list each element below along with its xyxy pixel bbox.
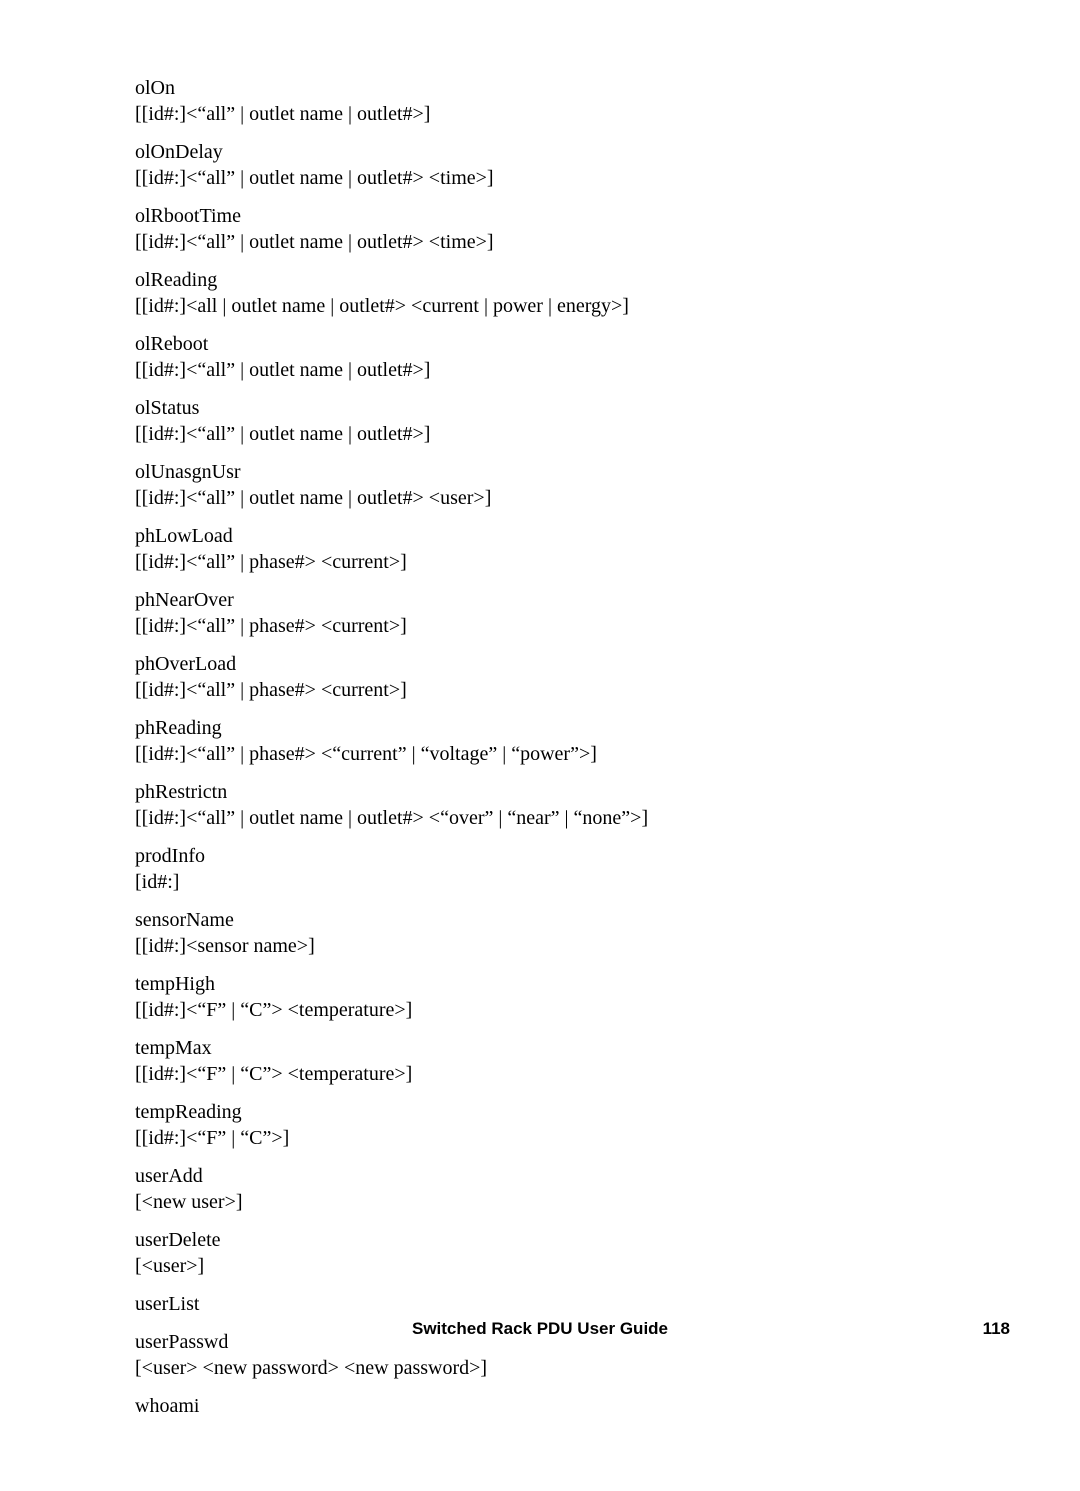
command-syntax: [[id#:]<“all” | outlet name | outlet#> <… <box>135 485 950 511</box>
command-block: olOnDelay[[id#:]<“all” | outlet name | o… <box>135 139 950 191</box>
command-syntax: [[id#:]<sensor name>] <box>135 933 950 959</box>
command-syntax: [[id#:]<“all” | phase#> <“current” | “vo… <box>135 741 950 767</box>
command-block: olStatus[[id#:]<“all” | outlet name | ou… <box>135 395 950 447</box>
command-block: olOn[[id#:]<“all” | outlet name | outlet… <box>135 75 950 127</box>
command-name: olOnDelay <box>135 139 950 165</box>
command-name: phLowLoad <box>135 523 950 549</box>
command-block: olReboot[[id#:]<“all” | outlet name | ou… <box>135 331 950 383</box>
command-syntax: [[id#:]<“all” | outlet name | outlet#>] <box>135 357 950 383</box>
command-name: olOn <box>135 75 950 101</box>
command-syntax: [[id#:]<“all” | outlet name | outlet#> <… <box>135 229 950 255</box>
command-syntax: [[id#:]<all | outlet name | outlet#> <cu… <box>135 293 950 319</box>
command-syntax: [<user>] <box>135 1253 950 1279</box>
command-syntax: [[id#:]<“all” | phase#> <current>] <box>135 549 950 575</box>
command-syntax: [[id#:]<“all” | outlet name | outlet#> <… <box>135 165 950 191</box>
command-name: sensorName <box>135 907 950 933</box>
command-name: tempReading <box>135 1099 950 1125</box>
command-name: olReading <box>135 267 950 293</box>
command-name: olUnasgnUsr <box>135 459 950 485</box>
command-block: phReading[[id#:]<“all” | phase#> <“curre… <box>135 715 950 767</box>
command-block: userDelete[<user>] <box>135 1227 950 1279</box>
command-block: phOverLoad[[id#:]<“all” | phase#> <curre… <box>135 651 950 703</box>
command-name: prodInfo <box>135 843 950 869</box>
command-list: olOn[[id#:]<“all” | outlet name | outlet… <box>135 75 950 1419</box>
command-block: olRbootTime[[id#:]<“all” | outlet name |… <box>135 203 950 255</box>
command-syntax: [[id#:]<“F” | “C”>] <box>135 1125 950 1151</box>
command-name: phNearOver <box>135 587 950 613</box>
command-name: olStatus <box>135 395 950 421</box>
command-block: phRestrictn[[id#:]<“all” | outlet name |… <box>135 779 950 831</box>
command-block: sensorName[[id#:]<sensor name>] <box>135 907 950 959</box>
page-number: 118 <box>983 1319 1010 1339</box>
command-name: phReading <box>135 715 950 741</box>
command-block: olUnasgnUsr[[id#:]<“all” | outlet name |… <box>135 459 950 511</box>
command-name: tempMax <box>135 1035 950 1061</box>
command-syntax: [<new user>] <box>135 1189 950 1215</box>
command-syntax: [id#:] <box>135 869 950 895</box>
footer-title: Switched Rack PDU User Guide <box>0 1319 1080 1339</box>
command-name: userAdd <box>135 1163 950 1189</box>
command-name: phOverLoad <box>135 651 950 677</box>
command-syntax: [[id#:]<“F” | “C”> <temperature>] <box>135 1061 950 1087</box>
command-block: tempMax[[id#:]<“F” | “C”> <temperature>] <box>135 1035 950 1087</box>
command-syntax: [<user> <new password> <new password>] <box>135 1355 950 1381</box>
command-name: userDelete <box>135 1227 950 1253</box>
command-block: tempHigh[[id#:]<“F” | “C”> <temperature>… <box>135 971 950 1023</box>
command-block: tempReading[[id#:]<“F” | “C”>] <box>135 1099 950 1151</box>
command-syntax: [[id#:]<“all” | outlet name | outlet#>] <box>135 101 950 127</box>
command-block: userAdd[<new user>] <box>135 1163 950 1215</box>
command-syntax: [[id#:]<“all” | outlet name | outlet#>] <box>135 421 950 447</box>
command-block: prodInfo[id#:] <box>135 843 950 895</box>
command-name: olReboot <box>135 331 950 357</box>
command-block: phLowLoad[[id#:]<“all” | phase#> <curren… <box>135 523 950 575</box>
command-block: olReading[[id#:]<all | outlet name | out… <box>135 267 950 319</box>
document-page: olOn[[id#:]<“all” | outlet name | outlet… <box>0 0 1080 1491</box>
command-name: olRbootTime <box>135 203 950 229</box>
command-name: phRestrictn <box>135 779 950 805</box>
command-block: userList <box>135 1291 950 1317</box>
command-syntax: [[id#:]<“F” | “C”> <temperature>] <box>135 997 950 1023</box>
command-block: phNearOver[[id#:]<“all” | phase#> <curre… <box>135 587 950 639</box>
command-syntax: [[id#:]<“all” | phase#> <current>] <box>135 677 950 703</box>
command-name: tempHigh <box>135 971 950 997</box>
command-syntax: [[id#:]<“all” | phase#> <current>] <box>135 613 950 639</box>
command-syntax: [[id#:]<“all” | outlet name | outlet#> <… <box>135 805 950 831</box>
command-name: userList <box>135 1291 950 1317</box>
